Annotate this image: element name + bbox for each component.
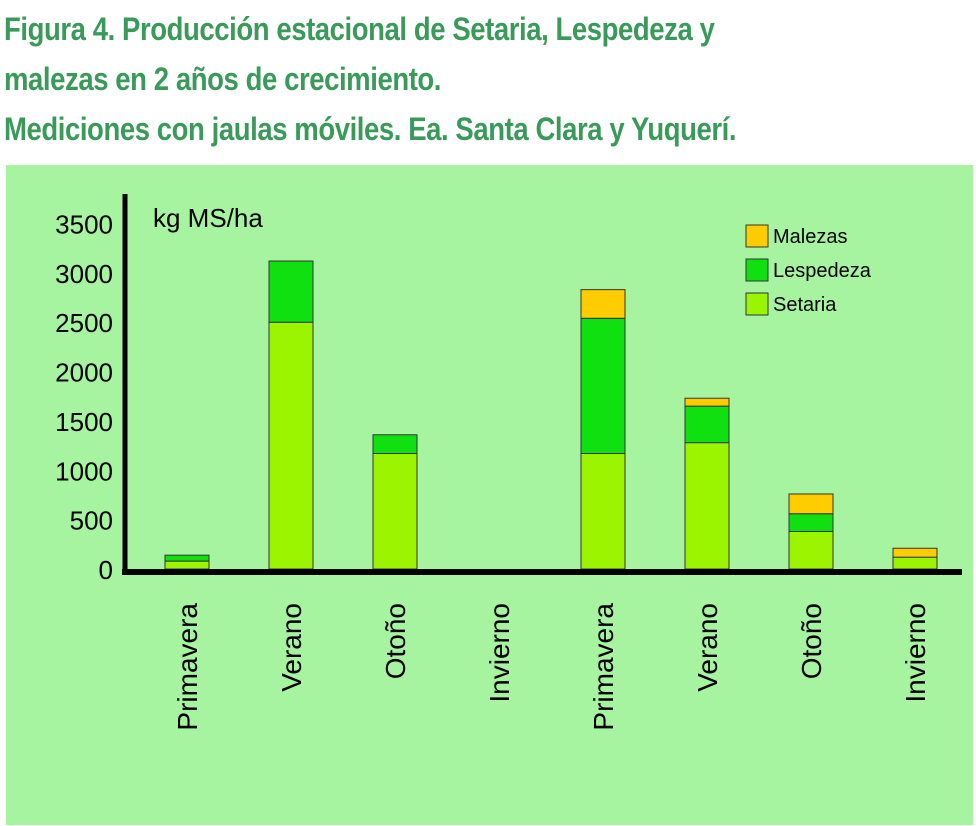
bar-segment-lespedeza <box>684 405 730 444</box>
y-tick-labels: 0 500 1000 1500 2000 2500 3000 3500 <box>55 210 113 585</box>
y-tick-label: 3500 <box>55 210 113 240</box>
bar-segment-setaria <box>372 453 418 570</box>
y-tick-label: 2000 <box>55 358 113 388</box>
bar-segment-setaria <box>684 442 730 570</box>
x-tick-label: Otoño <box>796 603 827 679</box>
legend-label-malezas: Malezas <box>773 226 847 248</box>
bar-segment-setaria <box>268 321 314 570</box>
x-tick-label: Primavera <box>588 603 619 731</box>
y-tick-label: 500 <box>70 506 113 536</box>
bar-segment-setaria <box>164 560 210 570</box>
bar-segment-lespedeza <box>580 317 626 455</box>
x-tick-label: Primavera <box>172 603 203 731</box>
legend-label-setaria: Setaria <box>773 294 837 316</box>
y-axis-label: kg MS/ha <box>153 203 263 233</box>
bar-segment-malezas <box>788 493 834 515</box>
x-tick-label: Invierno <box>900 603 931 703</box>
title-line-1: Figura 4. Producción estacional de Setar… <box>4 11 715 47</box>
y-tick-label: 2500 <box>55 308 113 338</box>
bar-segment-lespedeza <box>268 260 314 323</box>
bars-layer <box>164 260 938 570</box>
legend-swatch-lespedeza <box>745 258 769 282</box>
x-tick-labels: Primavera Verano Otoño Invierno Primavera Ver… <box>172 603 931 731</box>
x-tick-label: Verano <box>692 603 723 692</box>
y-tick-label: 1500 <box>55 407 113 437</box>
title-line-3: Mediciones con jaulas móviles. Ea. Santa… <box>4 111 737 147</box>
title-line-2: malezas en 2 años de crecimiento. <box>4 61 442 97</box>
bar-segment-lespedeza <box>164 554 210 562</box>
bar-segment-malezas <box>684 397 730 407</box>
chart-title: Figura 4. Producción estacional de Setar… <box>4 4 838 154</box>
bar-segment-setaria <box>788 530 834 570</box>
y-tick-label: 3000 <box>55 259 113 289</box>
bar-segment-malezas <box>892 547 938 558</box>
y-tick-label: 0 <box>99 555 113 585</box>
y-tick-label: 1000 <box>55 456 113 486</box>
x-tick-label: Verano <box>276 603 307 692</box>
x-tick-label: Otoño <box>380 603 411 679</box>
x-tick-label: Invierno <box>484 603 515 703</box>
legend-swatch-malezas <box>745 224 769 248</box>
bar-segment-setaria <box>580 453 626 570</box>
legend-label-lespedeza: Lespedeza <box>773 260 872 282</box>
bar-segment-setaria <box>892 556 938 570</box>
bar-segment-malezas <box>580 289 626 319</box>
bar-segment-lespedeza <box>788 513 834 532</box>
legend: Malezas Lespedeza Setaria <box>745 224 872 316</box>
bar-segment-lespedeza <box>372 434 418 455</box>
legend-swatch-setaria <box>745 292 769 316</box>
